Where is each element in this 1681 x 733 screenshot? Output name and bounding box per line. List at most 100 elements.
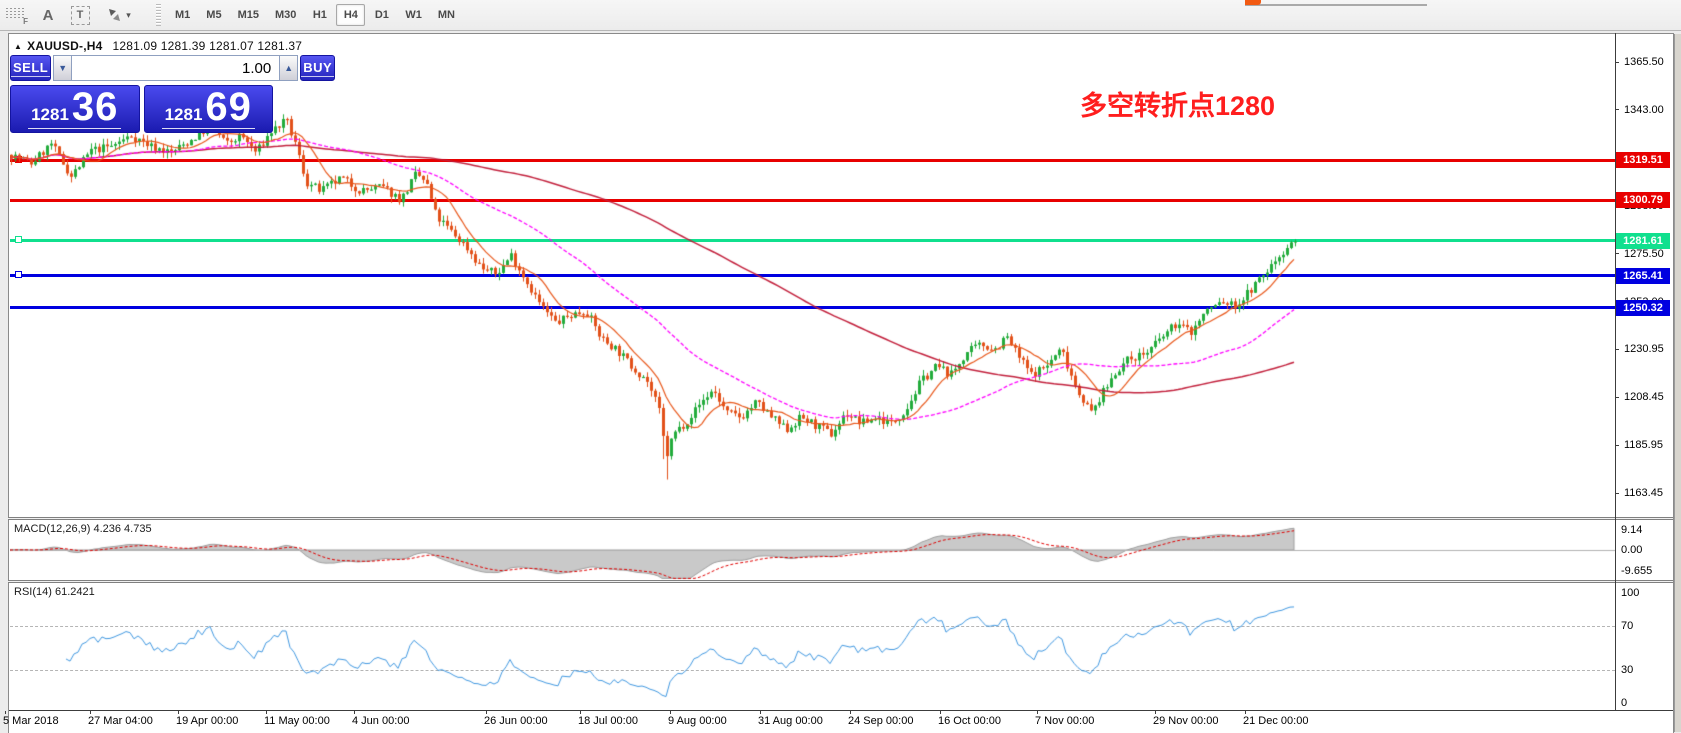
- price-tick-mark: [1615, 492, 1619, 494]
- time-tick-mark: [670, 711, 671, 714]
- rsi-axis-label: 0: [1621, 697, 1628, 709]
- time-axis-label: 24 Sep 00:00: [848, 715, 914, 727]
- timeframe-toolbar: M1 M5 M15 M30 H1 H4 D1 W1 MN: [167, 4, 463, 26]
- price-tick-mark: [1615, 444, 1619, 446]
- trade-panel-prices: 1281 36 1281 69: [10, 85, 273, 133]
- main-chart-canvas[interactable]: [10, 33, 1615, 517]
- timeframe-button-w1[interactable]: W1: [398, 4, 429, 26]
- collapse-arrow-icon[interactable]: ▲: [14, 42, 23, 51]
- trade-panel-controls: SELL ▼ ▲ BUY: [10, 55, 336, 81]
- price-tick-label: 1208.45: [1624, 391, 1664, 404]
- price-tick-label: 1230.95: [1624, 343, 1664, 356]
- price-level-badge-1300.79: 1300.79: [1616, 192, 1670, 209]
- sell-price-box[interactable]: 1281 36: [10, 85, 140, 133]
- time-axis-label: 18 Jul 00:00: [578, 715, 638, 727]
- volume-spinner: ▼ ▲: [53, 55, 299, 81]
- macd-axis-label: 0.00: [1621, 544, 1643, 556]
- time-axis-label: 5 Mar 2018: [3, 715, 59, 727]
- rsi-axis-label: 100: [1621, 587, 1640, 599]
- volume-input[interactable]: [72, 55, 280, 81]
- sell-price-minor: 36: [71, 85, 119, 129]
- price-level-badge-1265.41: 1265.41: [1616, 267, 1670, 284]
- price-tick-mark: [1615, 109, 1619, 111]
- arrows-icon: [109, 9, 121, 21]
- sell-price-major: 1281: [31, 105, 69, 124]
- time-tick-mark: [1037, 711, 1038, 714]
- timeframe-button-h4[interactable]: H4: [336, 4, 366, 26]
- arrow-objects-tool-button[interactable]: ▾: [98, 2, 140, 28]
- time-axis-label: 4 Jun 00:00: [352, 715, 410, 727]
- time-tick-mark: [266, 711, 267, 714]
- time-axis: 5 Mar 2018 27 Mar 04:00 19 Apr 00:00 11 May…: [3, 710, 1673, 733]
- time-axis-label: 9 Aug 00:00: [668, 715, 727, 727]
- cropped-overlay-edge: [1245, 0, 1427, 6]
- time-tick-mark: [580, 711, 581, 714]
- sell-button[interactable]: SELL: [10, 55, 52, 81]
- timeframe-button-h1[interactable]: H1: [305, 4, 334, 26]
- rsi-label: RSI(14) 61.2421: [14, 586, 95, 598]
- overlay-edge-line: [1245, 4, 1427, 6]
- buy-button[interactable]: BUY: [300, 55, 336, 81]
- timeframe-button-m5[interactable]: M5: [199, 4, 228, 26]
- chart-annotation-text[interactable]: 多空转折点1280: [1080, 91, 1276, 121]
- timeframe-button-mn[interactable]: MN: [431, 4, 462, 26]
- price-level-badge-1250.32: 1250.32: [1616, 299, 1670, 316]
- price-axis-border: [1615, 33, 1616, 710]
- vertical-scrollbar[interactable]: [1674, 34, 1681, 732]
- overlay-edge-accent: [1245, 0, 1261, 5]
- toolbar-grip[interactable]: [156, 4, 161, 26]
- time-tick-mark: [1155, 711, 1156, 714]
- time-axis-label: 31 Aug 00:00: [758, 715, 823, 727]
- ohlc-values: 1281.09 1281.39 1281.07 1281.37: [112, 39, 303, 53]
- rsi-axis-label: 70: [1621, 620, 1634, 632]
- rsi-indicator-canvas[interactable]: [10, 583, 1615, 710]
- buy-price-major: 1281: [164, 105, 203, 124]
- text-tool-button[interactable]: T: [66, 2, 94, 28]
- buy-price-box[interactable]: 1281 69: [143, 85, 273, 133]
- macd-label: MACD(12,26,9) 4.236 4.735: [14, 523, 152, 535]
- timeframe-button-m1[interactable]: M1: [168, 4, 197, 26]
- price-axis: 1365.501343.001298.001275.501253.001230.…: [1615, 33, 1673, 710]
- timeframe-button-m15[interactable]: M15: [231, 4, 266, 26]
- chevron-down-icon: ▾: [126, 9, 131, 20]
- time-axis-label: 27 Mar 04:00: [88, 715, 153, 727]
- time-tick-mark: [354, 711, 355, 714]
- macd-axis-label: -9.655: [1621, 565, 1653, 578]
- price-tick-label: 1163.45: [1624, 487, 1663, 500]
- price-tick-mark: [1615, 396, 1619, 398]
- price-tick-mark: [1615, 253, 1619, 255]
- time-axis-label: 29 Nov 00:00: [1153, 715, 1219, 727]
- rsi-panel-divider[interactable]: [8, 580, 1673, 583]
- price-tick-mark: [1615, 348, 1619, 350]
- time-axis-label: 21 Dec 00:00: [1243, 715, 1309, 727]
- volume-decrease-button[interactable]: ▼: [53, 55, 73, 81]
- price-level-badge-1319.51: 1319.51: [1616, 152, 1670, 169]
- rsi-axis-label: 30: [1621, 664, 1634, 676]
- price-tick-mark: [1615, 61, 1619, 63]
- styler-grid-tool-button[interactable]: F: [2, 2, 30, 28]
- macd-indicator-canvas[interactable]: [10, 520, 1615, 580]
- time-axis-label: 11 May 00:00: [264, 715, 330, 727]
- volume-increase-button[interactable]: ▲: [279, 55, 299, 81]
- price-tick-label: 1185.95: [1624, 439, 1663, 452]
- chart-symbol-header: ▲ XAUUSD-,H4 1281.09 1281.39 1281.07 1281.…: [14, 39, 302, 53]
- macd-panel-divider[interactable]: [8, 517, 1673, 520]
- text-box-icon: T: [70, 5, 90, 25]
- time-axis-label: 16 Oct 00:00: [938, 715, 1001, 727]
- time-tick-mark: [178, 711, 179, 714]
- buy-price-minor: 69: [205, 85, 252, 129]
- timeframe-button-d1[interactable]: D1: [367, 4, 396, 26]
- time-tick-mark: [940, 711, 941, 714]
- symbol-label: XAUUSD-,H4: [27, 39, 103, 53]
- time-tick-mark: [90, 711, 91, 714]
- grid-f-icon: F: [6, 7, 28, 26]
- price-level-badge-1281.61: 1281.61: [1616, 232, 1670, 249]
- time-axis-label: 19 Apr 00:00: [176, 715, 239, 727]
- text-label-tool-button[interactable]: A: [34, 2, 62, 28]
- time-tick-mark: [486, 711, 487, 714]
- time-axis-label: 7 Nov 00:00: [1035, 715, 1095, 727]
- price-tick-label: 1343.00: [1624, 103, 1664, 116]
- timeframe-button-m30[interactable]: M30: [268, 4, 303, 26]
- time-tick-mark: [1245, 711, 1246, 714]
